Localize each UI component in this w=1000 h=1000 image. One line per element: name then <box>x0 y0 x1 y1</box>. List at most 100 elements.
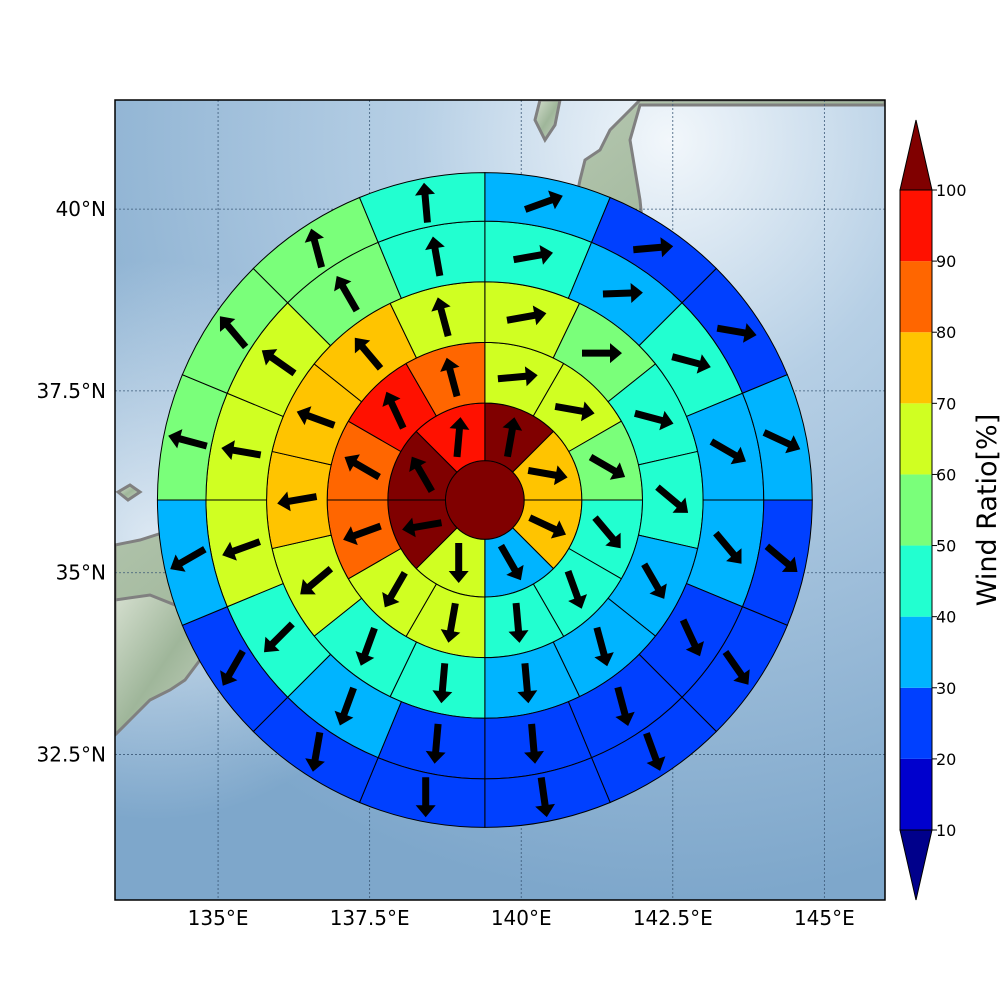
y-axis-ticks: 32.5°N 35°N 37.5°N 40°N <box>37 197 107 766</box>
wind-arrow <box>425 236 445 277</box>
wind-arrow <box>448 543 469 583</box>
wind-arrow <box>343 522 382 546</box>
colorbar-tick-label: 20 <box>936 750 956 769</box>
wind-arrow <box>502 417 523 458</box>
wind-arrow <box>564 570 587 609</box>
wind-arrow <box>643 732 666 771</box>
colorbar-segment <box>900 474 932 546</box>
wind-arrow <box>527 465 568 486</box>
wind-arrow <box>722 650 750 685</box>
wind-arrow <box>614 686 635 726</box>
y-tick-label: 35°N <box>56 561 106 585</box>
colorbar-tick-label: 100 <box>936 181 967 200</box>
wind-arrow <box>402 517 443 538</box>
wind-arrow <box>382 571 408 608</box>
wind-arrow <box>219 316 249 350</box>
wind-arrow <box>524 190 563 213</box>
wind-arrow <box>355 627 378 666</box>
wind-arrow <box>582 343 622 364</box>
colorbar-frame <box>899 189 933 831</box>
wind-ratio-sector <box>358 172 486 243</box>
wind-arrow <box>554 401 595 422</box>
wind-arrow <box>432 663 453 704</box>
colorbar-tick-label: 70 <box>936 394 956 413</box>
wind-arrow <box>449 417 470 458</box>
colorbar-tick-label: 40 <box>936 608 956 627</box>
wind-arrow <box>304 228 325 269</box>
wind-arrow <box>440 602 461 643</box>
x-tick-label: 145°E <box>794 906 855 930</box>
wind-arrow <box>415 777 436 818</box>
hokkaido-tip-land <box>533 100 562 143</box>
colorbar-tick-label: 60 <box>936 465 956 484</box>
wind-arrow <box>671 353 711 374</box>
wind-arrow <box>517 663 538 704</box>
wind-arrow <box>535 777 555 818</box>
wind-arrow <box>344 454 381 481</box>
wind-arrow <box>497 366 538 387</box>
wind-arrow <box>764 543 798 572</box>
wind-arrow <box>305 731 325 772</box>
wind-arrow <box>168 429 208 450</box>
wind-arrow <box>425 723 446 764</box>
wind-arrow <box>264 621 295 653</box>
colorbar-segment <box>900 332 932 404</box>
wind-arrow <box>588 454 626 480</box>
colorbar-segment <box>900 616 932 688</box>
wind-arrow <box>641 562 667 599</box>
wind-arrow <box>221 440 262 460</box>
y-tick-label: 37.5°N <box>37 379 107 403</box>
wind-arrow <box>716 323 757 343</box>
y-tick-label: 32.5°N <box>37 743 107 767</box>
wind-arrow <box>655 484 689 513</box>
colorbar-tick-label: 10 <box>936 821 956 840</box>
colorbar-over-triangle <box>899 119 933 191</box>
colorbar-segment <box>900 545 932 617</box>
colorbar-tick-label: 90 <box>936 252 956 271</box>
colorbar-tick-label: 80 <box>936 323 956 342</box>
wind-arrow <box>713 530 742 564</box>
wind-arrow <box>592 515 621 549</box>
wind-arrow <box>382 391 407 430</box>
colorbar-under-triangle <box>899 829 933 901</box>
wind-arrow <box>409 456 435 493</box>
x-tick-label: 142.5°E <box>633 906 713 930</box>
wind-arrow <box>513 245 553 265</box>
colorbar-segment <box>900 190 932 262</box>
wind-arrow <box>634 409 674 431</box>
colorbar-title: Wind Ratio[%] <box>972 414 1000 606</box>
x-tick-label: 137.5°E <box>330 906 410 930</box>
wind-arrow <box>593 626 614 667</box>
wind-arrow <box>506 305 547 326</box>
wind-arrow <box>431 297 452 337</box>
colorbar-segment <box>900 403 932 475</box>
map-frame <box>114 99 886 901</box>
wind-arrow <box>679 618 704 657</box>
wind-arrows <box>168 182 801 818</box>
wind-arrow <box>762 429 801 454</box>
wind-arrow <box>524 723 544 764</box>
wind-arrow <box>334 276 360 313</box>
y-tick-label: 40°N <box>56 197 106 221</box>
colorbar-segment <box>900 261 932 333</box>
wind-arrow <box>222 538 261 561</box>
wind-arrow <box>261 349 297 377</box>
wind-arrow <box>277 491 318 512</box>
small-island <box>115 483 143 502</box>
wind-arrow <box>497 543 524 581</box>
wind-ratio-sectors <box>156 172 813 828</box>
wind-arrow <box>354 337 384 371</box>
colorbar-tick-label: 30 <box>936 679 956 698</box>
wind-arrow <box>508 602 529 643</box>
wind-arrow <box>334 686 357 726</box>
wind-arrow <box>633 237 674 258</box>
wind-arrow <box>709 438 746 465</box>
wind-arrow <box>528 514 566 539</box>
wind-arrow <box>440 357 461 398</box>
wind-arrow <box>415 182 435 223</box>
wind-arrow <box>170 546 207 572</box>
colorbar-tick-label: 50 <box>936 537 956 556</box>
colorbar-segment <box>900 758 932 830</box>
wind-arrow <box>602 283 643 303</box>
